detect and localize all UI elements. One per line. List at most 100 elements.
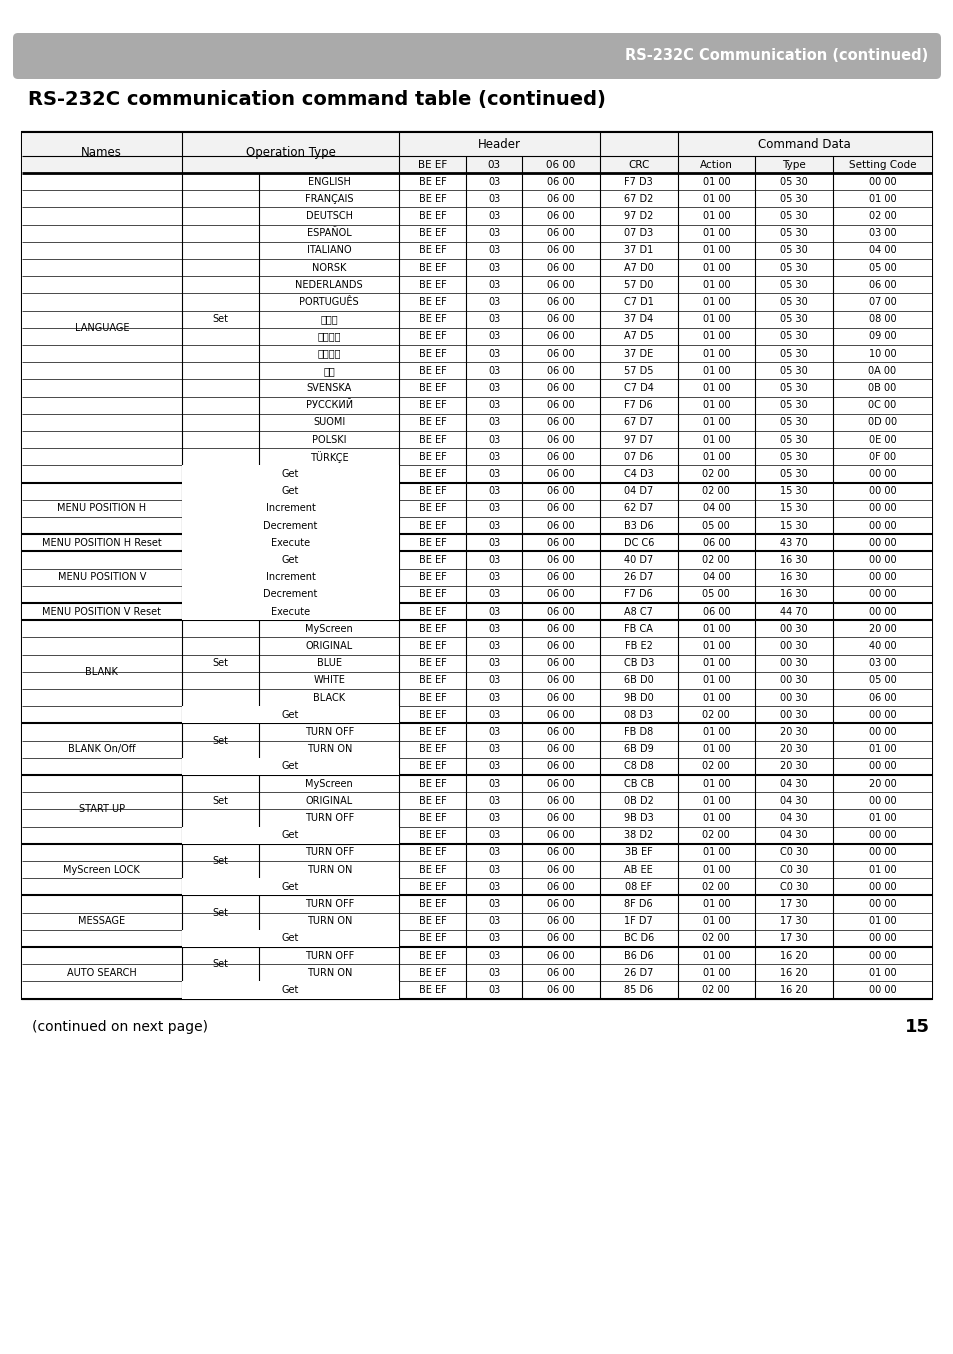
Bar [22, 517, 931, 535]
Text: 06 00: 06 00 [547, 348, 575, 359]
Text: 15 30: 15 30 [780, 520, 807, 531]
Text: 05 00: 05 00 [701, 520, 729, 531]
Text: 37 D1: 37 D1 [623, 245, 653, 256]
Text: 00 00: 00 00 [867, 504, 895, 513]
Text: 0E 00: 0E 00 [867, 435, 895, 444]
Text: AB EE: AB EE [623, 865, 653, 875]
Text: BE EF: BE EF [418, 727, 446, 737]
Text: 06 00: 06 00 [547, 917, 575, 926]
Bar [181, 500, 399, 517]
Text: 01 00: 01 00 [701, 332, 729, 341]
Text: TURN ON: TURN ON [306, 865, 352, 875]
Text: Get: Get [212, 468, 229, 479]
Text: 06 00: 06 00 [547, 573, 575, 582]
Text: 05 30: 05 30 [780, 263, 807, 272]
Text: Decrement: Decrement [263, 520, 317, 531]
Text: 05 30: 05 30 [780, 245, 807, 256]
Text: POLSKI: POLSKI [312, 435, 346, 444]
Text: Get: Get [212, 486, 229, 496]
Text: 01 00: 01 00 [701, 899, 729, 909]
Text: Set: Set [213, 658, 228, 669]
Text: DEUTSCH: DEUTSCH [306, 211, 353, 221]
Text: 03: 03 [488, 280, 500, 290]
Bar [22, 930, 931, 946]
Text: CB CB: CB CB [623, 779, 653, 788]
Text: 04 00: 04 00 [867, 245, 895, 256]
Text: 06 00: 06 00 [547, 607, 575, 616]
Bar [22, 792, 931, 810]
Text: 03: 03 [488, 727, 500, 737]
Text: Set: Set [213, 907, 228, 918]
Text: 0C 00: 0C 00 [867, 401, 896, 410]
Text: LANGUAGE: LANGUAGE [74, 322, 129, 333]
Bar [22, 861, 931, 879]
Text: 01 00: 01 00 [701, 848, 729, 857]
Text: BLANK: BLANK [85, 666, 118, 677]
Text: 20 00: 20 00 [867, 779, 895, 788]
Text: 05 30: 05 30 [780, 366, 807, 376]
Bar [22, 190, 931, 207]
Text: Get: Get [212, 881, 229, 892]
Text: Execute: Execute [201, 538, 240, 548]
Text: 16 20: 16 20 [780, 951, 807, 960]
Text: 01 00: 01 00 [701, 812, 729, 823]
Text: 06 00: 06 00 [547, 245, 575, 256]
Text: 06 00: 06 00 [547, 417, 575, 428]
Text: 17 30: 17 30 [780, 899, 807, 909]
Text: 03: 03 [487, 160, 500, 169]
Bar [22, 259, 931, 276]
Text: 00 00: 00 00 [867, 468, 895, 479]
Text: 05 30: 05 30 [780, 401, 807, 410]
Text: 05 30: 05 30 [780, 211, 807, 221]
Text: 01 00: 01 00 [701, 452, 729, 462]
Text: BE EF: BE EF [418, 297, 446, 307]
Text: 03: 03 [488, 245, 500, 256]
Text: 00 00: 00 00 [867, 607, 895, 616]
Text: 03: 03 [488, 452, 500, 462]
Text: 20 30: 20 30 [780, 745, 807, 754]
Text: 06 00: 06 00 [547, 589, 575, 600]
Text: 00 00: 00 00 [867, 761, 895, 772]
Text: 03: 03 [488, 383, 500, 393]
Text: 简体中文: 简体中文 [317, 332, 340, 341]
Text: 06 00: 06 00 [547, 933, 575, 944]
Text: 15 30: 15 30 [780, 486, 807, 496]
Bar [22, 672, 931, 689]
Text: 06 00: 06 00 [547, 332, 575, 341]
Text: 40 00: 40 00 [867, 640, 895, 651]
Bar [22, 638, 931, 654]
Text: 06 00: 06 00 [547, 314, 575, 324]
Text: BE EF: BE EF [418, 573, 446, 582]
Text: 44 70: 44 70 [780, 607, 807, 616]
Text: 00 00: 00 00 [867, 984, 895, 995]
Text: 03: 03 [488, 830, 500, 841]
Text: 06 00: 06 00 [547, 435, 575, 444]
Text: 00 00: 00 00 [867, 520, 895, 531]
Text: TURN OFF: TURN OFF [304, 899, 354, 909]
Text: TURN OFF: TURN OFF [304, 812, 354, 823]
Text: 05 30: 05 30 [780, 229, 807, 238]
Text: FB D8: FB D8 [623, 727, 653, 737]
Text: Command Data: Command Data [758, 138, 850, 150]
Text: SUOMI: SUOMI [313, 417, 345, 428]
Text: 97 D2: 97 D2 [623, 211, 653, 221]
Text: 9B D0: 9B D0 [623, 693, 653, 703]
Text: 00 30: 00 30 [780, 676, 807, 685]
Bar [22, 397, 931, 414]
Text: 01 00: 01 00 [701, 658, 729, 669]
Bar [22, 964, 931, 982]
Text: 03 00: 03 00 [867, 658, 895, 669]
Text: 05 30: 05 30 [780, 468, 807, 479]
Text: 0A 00: 0A 00 [867, 366, 896, 376]
Bar [22, 774, 931, 792]
Text: 01 00: 01 00 [701, 624, 729, 634]
Text: 00 00: 00 00 [867, 589, 895, 600]
Text: BE EF: BE EF [418, 486, 446, 496]
Text: 06 00: 06 00 [547, 693, 575, 703]
Text: Get: Get [212, 830, 229, 841]
Text: 08 D3: 08 D3 [623, 709, 653, 720]
Bar [181, 707, 399, 723]
Text: TURN OFF: TURN OFF [304, 848, 354, 857]
Text: BE EF: BE EF [418, 211, 446, 221]
Text: C7 D1: C7 D1 [623, 297, 653, 307]
